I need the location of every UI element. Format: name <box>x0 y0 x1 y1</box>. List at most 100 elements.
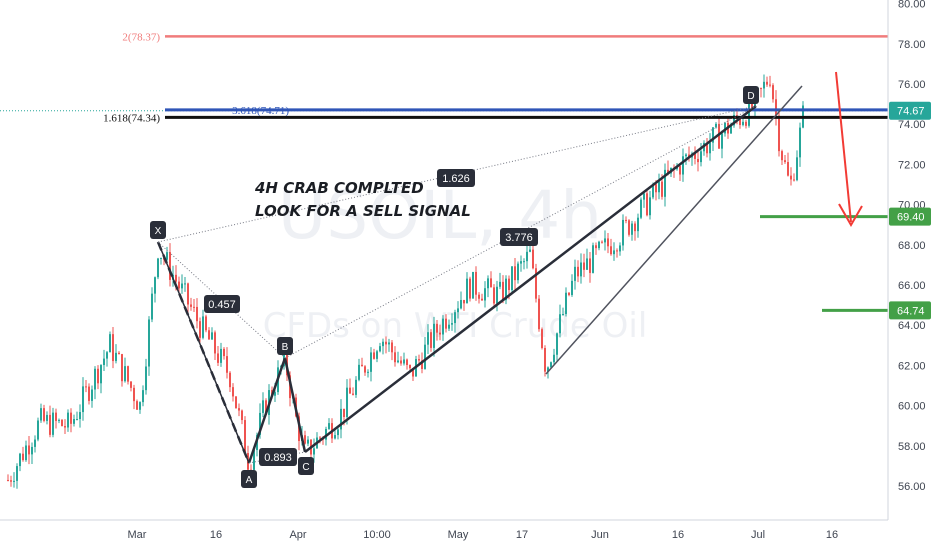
crab-pattern[interactable] <box>156 85 803 464</box>
candle-body <box>532 249 534 269</box>
candle-body <box>448 324 450 329</box>
price-tick-label: 80.00 <box>898 0 926 11</box>
candle-body <box>598 241 600 249</box>
candle-body <box>97 368 99 384</box>
pattern-point-d: D <box>743 86 759 104</box>
candle-body <box>421 360 423 369</box>
candle-body <box>559 314 561 334</box>
candle-body <box>313 448 315 455</box>
candle-body <box>127 366 129 382</box>
candle-body <box>595 245 597 249</box>
candle-body <box>121 354 123 382</box>
fib-label-1618: 1.618(74.34) <box>103 112 160 124</box>
candle-body <box>547 367 549 372</box>
candle-body <box>376 351 378 359</box>
time-tick-label: 16 <box>210 529 222 541</box>
candle-body <box>358 364 360 380</box>
candle-body <box>649 197 651 216</box>
price-tag <box>889 207 931 226</box>
candle-body <box>118 352 120 355</box>
ab-leg <box>247 357 287 464</box>
time-axis[interactable]: Mar 16 Apr 10:00 May 17 Jun 16 Jul 16 <box>0 519 888 541</box>
candle-body <box>184 283 186 285</box>
candle-body <box>457 308 459 313</box>
candle-body <box>319 437 321 439</box>
pattern-point-c: C <box>298 457 314 475</box>
candle-body <box>205 316 207 331</box>
candle-body <box>328 423 330 429</box>
candle-body <box>520 261 522 264</box>
candle-body <box>379 346 381 352</box>
candle-body <box>496 286 498 304</box>
candle-body <box>481 298 483 301</box>
candle-body <box>664 169 666 197</box>
candle-body <box>529 249 531 252</box>
candle-body <box>493 287 495 304</box>
candle-body <box>451 323 453 325</box>
candle-body <box>130 381 132 388</box>
time-tick-label: 10:00 <box>363 529 391 541</box>
candle-body <box>739 118 741 125</box>
candle-body <box>400 360 402 364</box>
candle-body <box>730 125 732 134</box>
candle-body <box>226 356 228 373</box>
candle-body <box>211 332 213 340</box>
price-tick-label: 66.00 <box>898 280 926 292</box>
candle-body <box>220 348 222 363</box>
candle-body <box>589 258 591 273</box>
candle-body <box>556 333 558 355</box>
time-tick-label: Mar <box>128 529 147 541</box>
candle-body <box>235 396 237 409</box>
candle-body <box>721 133 723 149</box>
candle-body <box>709 142 711 154</box>
ratio-label-0457: 0.457 <box>204 295 240 313</box>
candle-body <box>115 352 117 362</box>
candle-body <box>73 419 75 424</box>
candle-body <box>541 329 543 349</box>
candle-body <box>574 266 576 281</box>
candle-body <box>229 372 231 388</box>
candle-body <box>478 294 480 299</box>
candle-body <box>625 219 627 221</box>
candle-body <box>394 352 396 363</box>
sell-arrow-icon[interactable] <box>835 71 863 228</box>
candle-body <box>628 220 630 235</box>
price-tag-label: 64.74 <box>897 305 925 317</box>
ratio-label-1626: 1.626 <box>437 169 475 187</box>
candle-body <box>304 435 306 444</box>
ratio-label-0893: 0.893 <box>259 448 297 466</box>
candle-body <box>157 258 159 278</box>
candle-body <box>781 151 783 161</box>
candle-body <box>577 266 579 277</box>
trend-line[interactable] <box>545 85 803 375</box>
candle-body <box>535 268 537 299</box>
price-axis[interactable]: 56.0058.0060.0062.0064.0066.0068.0070.00… <box>887 0 931 520</box>
candle-body <box>85 386 87 388</box>
candle-body <box>43 408 45 421</box>
candle-body <box>499 281 501 287</box>
candle-body <box>151 293 153 320</box>
candle-body <box>16 466 18 481</box>
candle-body <box>799 127 801 158</box>
candle-body <box>367 371 369 373</box>
watermark-symbol: USOIL, 4h <box>278 177 602 254</box>
candle-body <box>79 412 81 420</box>
candle-body <box>592 245 594 273</box>
candle-body <box>145 366 147 391</box>
candle-body <box>769 84 771 86</box>
time-tick-label: 16 <box>672 529 684 541</box>
price-tick-label: 72.00 <box>898 159 926 171</box>
time-tick-label: 16 <box>826 529 838 541</box>
candle-body <box>160 257 162 259</box>
candle-body <box>91 389 93 401</box>
svg-text:1.626: 1.626 <box>442 173 470 185</box>
candle-body <box>685 154 687 157</box>
candle-body <box>706 142 708 154</box>
price-tick-label: 64.00 <box>898 320 926 332</box>
candle-body <box>25 445 27 461</box>
candle-body <box>697 158 699 163</box>
candle-body <box>103 358 105 366</box>
candle-body <box>658 181 660 193</box>
candle-body <box>619 245 621 252</box>
